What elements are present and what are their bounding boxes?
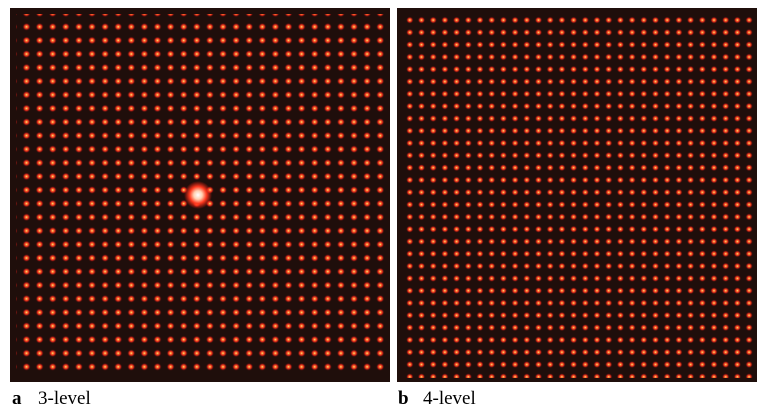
panel-b bbox=[397, 8, 757, 382]
panel-letter: b bbox=[398, 388, 409, 409]
zero-order-spot bbox=[184, 181, 212, 209]
panel-letter: a bbox=[12, 388, 22, 409]
panel-caption: 4-level bbox=[423, 388, 476, 409]
panel-a bbox=[10, 8, 390, 382]
panel-caption: 3-level bbox=[38, 388, 91, 409]
spot-array bbox=[402, 12, 754, 378]
